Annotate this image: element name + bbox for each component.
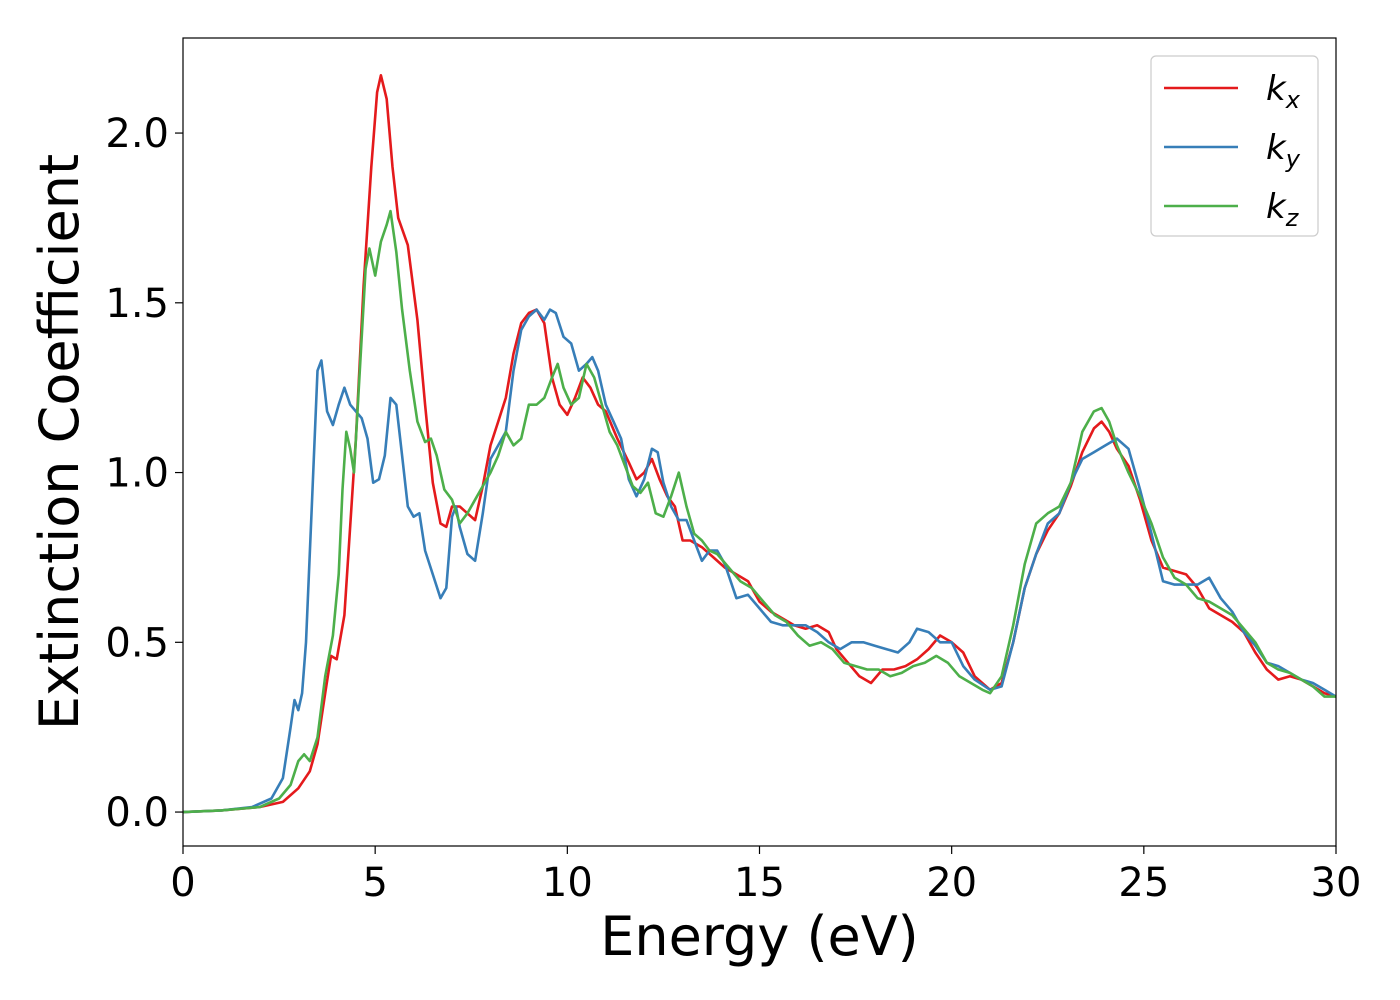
x-tick-label: 20 — [926, 860, 977, 906]
x-axis: 0 5 10 15 20 25 30 — [170, 846, 1361, 906]
x-tick-label: 25 — [1118, 860, 1169, 906]
series-line-k-y — [182, 308, 1337, 814]
y-tick-label: 2.0 — [105, 111, 169, 157]
legend: kx ky kz — [1150, 55, 1319, 237]
y-axis-title: Extinction Coefficient — [28, 154, 91, 730]
series-layer — [182, 74, 1337, 814]
x-tick-label: 30 — [1311, 860, 1362, 906]
legend-label-k-x: kx — [1266, 69, 1301, 114]
y-tick-label: 0.0 — [105, 790, 169, 836]
x-tick-label: 5 — [362, 860, 387, 906]
legend-label-k-y: ky — [1266, 128, 1301, 173]
series-line-k-z — [182, 209, 1336, 814]
y-tick-label: 0.5 — [105, 620, 169, 666]
x-axis-title: Energy (eV) — [600, 905, 919, 968]
x-tick-label: 0 — [170, 860, 195, 906]
y-axis: 0.0 0.5 1.0 1.5 2.0 — [105, 111, 183, 836]
legend-label-k-z: kz — [1266, 187, 1300, 232]
x-tick-label: 10 — [542, 860, 593, 906]
y-tick-label: 1.5 — [105, 281, 169, 327]
x-tick-label: 15 — [734, 860, 785, 906]
y-tick-label: 1.0 — [105, 451, 169, 497]
